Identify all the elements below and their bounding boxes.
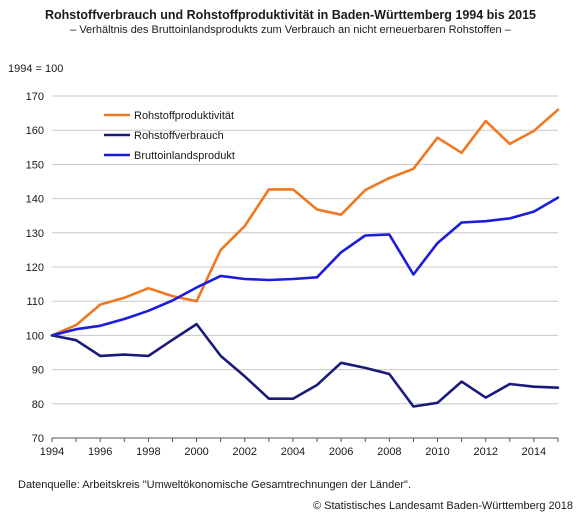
legend-label: Rohstoffverbrauch (134, 130, 224, 142)
data-source-note: Datenquelle: Arbeitskreis "Umweltökonomi… (18, 479, 412, 491)
y-axis-ticks: 70 80 90 100 110 120 130 140 150 160 170 (26, 91, 44, 445)
chart-subtitle: – Verhältnis des Bruttoinlandsprodukts z… (70, 24, 511, 36)
legend: Rohstoffproduktivität Rohstoffverbrauch Br… (104, 110, 235, 162)
series-line (50, 322, 560, 408)
y-tick-label: 120 (26, 262, 44, 274)
y-tick-label: 160 (26, 125, 44, 137)
gridlines (52, 95, 558, 439)
y-tick-label: 70 (32, 433, 44, 445)
y-tick-label: 110 (26, 296, 44, 308)
y-tick-label: 150 (26, 159, 44, 171)
y-tick-label: 90 (32, 365, 44, 377)
x-tick-label: 1996 (88, 446, 112, 458)
x-tick-label: 2010 (425, 446, 449, 458)
series-line (50, 108, 560, 337)
x-tick-label: 2014 (522, 446, 546, 458)
y-tick-label: 100 (26, 330, 44, 342)
y-axis-unit-label: 1994 = 100 (8, 63, 64, 75)
x-tick-label: 1994 (40, 446, 64, 458)
x-tick-label: 2004 (281, 446, 305, 458)
legend-label: Bruttoinlandsprodukt (134, 150, 235, 162)
x-tick-label: 2008 (377, 446, 401, 458)
x-tick-label: 2012 (473, 446, 497, 458)
x-tick-label: 2000 (184, 446, 208, 458)
x-tick-label: 1998 (136, 446, 160, 458)
y-tick-label: 130 (26, 228, 44, 240)
chart-title: Rohstoffverbrauch und Rohstoffproduktivi… (44, 8, 537, 22)
y-tick-label: 140 (26, 194, 44, 206)
y-tick-label: 80 (32, 399, 44, 411)
y-tick-label: 170 (26, 91, 44, 103)
series-lines (50, 108, 560, 408)
copyright-note: © Statistisches Landesamt Baden-Württemb… (312, 500, 573, 512)
x-tick-label: 2006 (329, 446, 353, 458)
x-axis-ticks: 1994 1996 1998 2000 2002 2004 2006 2008 2010 2012… (40, 438, 559, 458)
series-line (50, 196, 560, 337)
legend-label: Rohstoffproduktivität (134, 110, 234, 122)
x-tick-label: 2002 (233, 446, 257, 458)
